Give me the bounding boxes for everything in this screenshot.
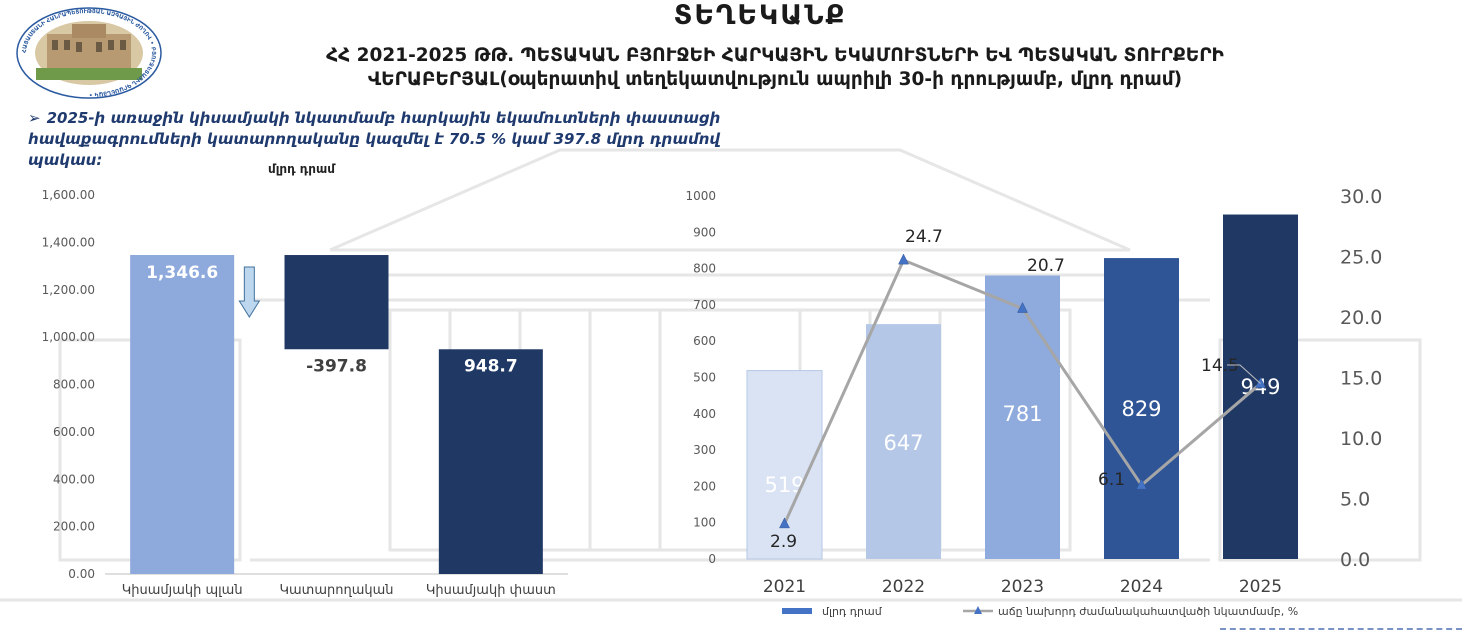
combo-left-y-tick-label: 800 [693,262,716,276]
combo-bar-data-label: 781 [1002,402,1042,426]
growth-line-data-label: 2.9 [770,532,797,552]
combo-bar-2024 [1104,258,1179,559]
growth-line-marker [898,253,909,265]
waterfall-y-tick-label: 1,000.00 [42,330,95,344]
growth-line-marker [1017,301,1028,313]
combo-bar-2023 [985,275,1060,559]
waterfall-y-tick-label: 1,200.00 [42,283,95,297]
waterfall-chart: 0.00 200.00 400.00 600.00 800.00 1,000.00 1,20… [42,188,568,598]
combo-x-tick-label: 2023 [1001,577,1044,597]
waterfall-data-label: 1,346.6 [146,263,218,283]
summary-note-line-1: 2025-ի առաջին կիսամյակի նկատմամբ հարկայի… [46,109,721,127]
waterfall-y-tick-label: 400.00 [53,472,95,486]
subtitle-line-2: ՎԵՐԱԲԵՐՅԱԼ(օպերատիվ տեղեկատվություն ապրի… [367,69,1183,90]
waterfall-bar-2 [284,255,389,350]
combo-left-y-tick-label: 500 [693,371,716,385]
waterfall-data-label: -397.8 [306,356,367,376]
combo-x-tick-label: 2025 [1239,577,1282,597]
waterfall-data-label: 948.7 [464,356,518,376]
combo-left-y-tick-label: 200 [693,479,716,493]
combo-x-tick-label: 2024 [1120,577,1163,597]
legend-line-marker [974,606,982,614]
page-subtitle: ՀՀ 2021-2025 ԹԹ. ՊԵՏԱԿԱՆ ԲՅՈՒՋԵԻ ՀԱՐԿԱՅԻ… [250,44,1300,92]
growth-line-marker [779,517,790,529]
combo-left-y-tick-label: 900 [693,225,716,239]
growth-label-leader-line [1227,364,1261,384]
yearly-combo-chart: 0 100 200 300 400 500 600 700 800 900 1000 0.0 5.0 10… [685,186,1382,618]
growth-line-data-label: 24.7 [905,227,943,247]
legend-line-label: աճը նախորդ ժամանակահատվածի նկատմամբ, % [998,605,1298,618]
legend-bar-swatch [782,608,812,614]
combo-right-y-tick-label: 20.0 [1340,307,1382,329]
combo-right-y-tick-label: 15.0 [1340,368,1382,390]
combo-x-tick-label: 2022 [882,577,925,597]
waterfall-y-tick-label: 0.00 [68,567,95,581]
combo-right-y-tick-label: 0.0 [1340,549,1370,571]
down-arrow-icon [238,266,261,318]
waterfall-y-tick-label: 1,400.00 [42,235,95,249]
summary-note: ➢ 2025-ի առաջին կիսամյակի նկատմամբ հարկայ… [28,108,788,171]
combo-right-y-tick-label: 30.0 [1340,186,1382,208]
combo-right-y-tick-label: 5.0 [1340,489,1370,511]
waterfall-y-tick-label: 1,600.00 [42,188,95,202]
legend-bar-label: մլրդ դրամ [822,605,883,618]
waterfall-y-tick-label: 200.00 [53,520,95,534]
waterfall-x-tick-label: Կիսամյակի փաստ [426,583,556,598]
waterfall-x-tick-label: Կատարողական [279,583,393,598]
bullet-arrow-icon: ➢ [28,109,41,127]
footer-dashed-line [1220,628,1462,630]
combo-bar-data-label: 829 [1121,397,1161,421]
page-title: ՏԵՂԵԿԱՆՔ [673,0,847,31]
summary-note-line-2: հավաքագրումների կատարողականը կազմել է 70… [28,130,721,169]
combo-left-y-tick-label: 300 [693,443,716,457]
growth-line-data-label: 20.7 [1027,256,1065,276]
growth-line-marker [1136,478,1147,490]
combo-left-y-tick-label: 1000 [685,189,716,203]
combo-bar-data-label: 647 [883,431,923,455]
combo-right-y-tick-label: 10.0 [1340,428,1382,450]
growth-line-data-label: 14.5 [1201,356,1239,376]
combo-bar-2022 [866,324,941,559]
waterfall-unit-label: մլրդ դրամ [268,162,335,176]
waterfall-x-tick-label: Կիսամյակի պլան [122,583,243,598]
waterfall-bar-1 [130,255,235,575]
combo-left-y-tick-label: 700 [693,298,716,312]
subtitle-line-1: ՀՀ 2021-2025 ԹԹ. ՊԵՏԱԿԱՆ ԲՅՈՒՋԵԻ ՀԱՐԿԱՅԻ… [326,45,1224,66]
growth-line-data-label: 6.1 [1098,470,1125,490]
combo-left-y-tick-label: 0 [708,552,716,566]
combo-x-tick-label: 2021 [763,577,806,597]
waterfall-y-tick-label: 600.00 [53,425,95,439]
combo-left-y-tick-label: 400 [693,407,716,421]
waterfall-y-tick-label: 800.00 [53,378,95,392]
waterfall-bar-3 [438,349,543,574]
combo-right-y-tick-label: 25.0 [1340,247,1382,269]
parliament-logo: ՀԱՅԱՍՏԱՆԻ ՀԱՆՐԱՊԵՏՈՒԹՅԱՆ ԱԶԳԱՅԻՆ ԺՈՂՈՎ •… [16,7,162,99]
combo-left-y-tick-label: 600 [693,334,716,348]
combo-left-y-tick-label: 100 [693,516,716,530]
growth-line-marker [1255,376,1266,388]
